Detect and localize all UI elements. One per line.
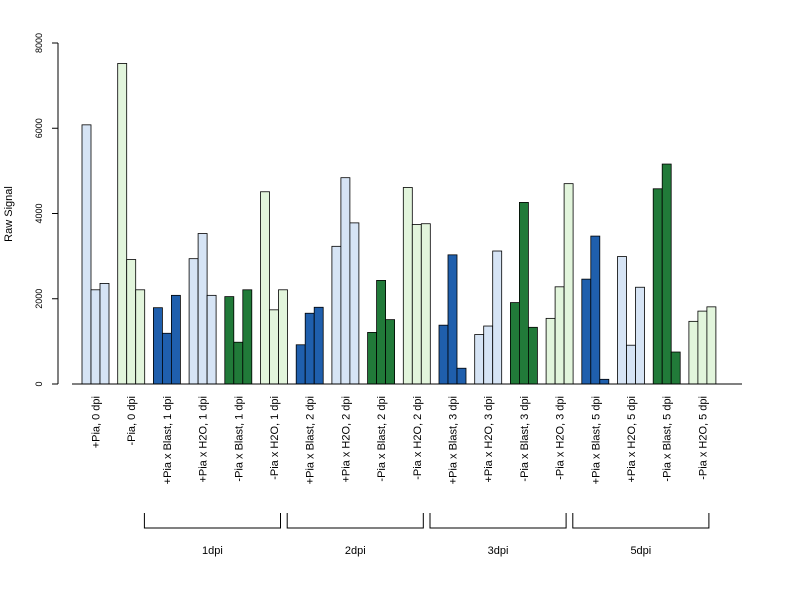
bar xyxy=(411,224,422,385)
bar xyxy=(661,163,672,385)
bar xyxy=(340,177,351,385)
bar xyxy=(652,188,663,385)
y-tick-label: 6000 xyxy=(34,118,44,138)
bar xyxy=(188,258,199,385)
bar xyxy=(233,341,244,385)
x-tick-label: +Pia x H2O, 3 dpi xyxy=(483,396,495,483)
x-tick-label: -Pia x Blast, 3 dpi xyxy=(519,396,531,482)
bar xyxy=(420,223,431,385)
bar xyxy=(626,344,636,385)
bar xyxy=(688,320,699,385)
groups-layer: 1dpi 2dpi 3dpi 5dpi xyxy=(143,513,710,557)
x-tick-label: +Pia x Blast, 2 dpi xyxy=(305,396,317,484)
group-bracket xyxy=(429,513,567,529)
bar xyxy=(81,124,92,385)
bar xyxy=(206,294,217,385)
bar xyxy=(519,202,529,385)
x-tick-label: +Pia x H2O, 1 dpi xyxy=(198,396,210,483)
bar xyxy=(99,283,110,385)
x-tick-label: -Pia, 0 dpi xyxy=(126,396,138,446)
bar xyxy=(635,286,645,385)
group-bracket xyxy=(572,513,710,529)
x-tick-label: +Pia x H2O, 2 dpi xyxy=(340,396,352,483)
x-tick-label: -Pia x Blast, 1 dpi xyxy=(233,396,245,482)
bar xyxy=(447,254,458,385)
bars-layer xyxy=(81,63,717,385)
x-tick-label: -Pia x H2O, 1 dpi xyxy=(269,396,281,480)
bar xyxy=(90,289,101,385)
bar xyxy=(313,306,324,385)
bar xyxy=(367,332,378,385)
bar xyxy=(456,367,467,385)
x-tick-label: -Pia x Blast, 5 dpi xyxy=(662,396,674,482)
bar xyxy=(590,235,601,385)
y-tick-label: 0 xyxy=(34,381,44,386)
x-tick-label: -Pia x H2O, 2 dpi xyxy=(412,396,424,480)
bar xyxy=(170,294,181,385)
bar xyxy=(242,289,253,385)
bar xyxy=(545,317,556,385)
bar xyxy=(474,334,485,385)
x-tick-label: +Pia x Blast, 1 dpi xyxy=(162,396,174,484)
x-tick-label: -Pia x H2O, 3 dpi xyxy=(555,396,567,480)
bar xyxy=(563,183,574,385)
bar xyxy=(224,296,235,385)
bar xyxy=(126,259,137,385)
bar xyxy=(197,233,208,385)
bar xyxy=(278,289,288,385)
labels-layer: +Pia, 0 dpi -Pia, 0 dpi +Pia x Blast, 1 dp… xyxy=(91,396,710,484)
bar xyxy=(260,191,270,385)
x-tick-label: +Pia x H2O, 5 dpi xyxy=(626,396,638,483)
axes-layer: Raw Signal 0 2000 4000 6000 8000 xyxy=(3,33,742,387)
group-label: 1dpi xyxy=(202,545,223,557)
bar xyxy=(304,312,315,385)
x-tick-label: -Pia x H2O, 5 dpi xyxy=(697,396,709,480)
bar xyxy=(483,325,494,385)
y-tick-label: 2000 xyxy=(34,289,44,309)
bar xyxy=(376,280,387,385)
bar xyxy=(697,310,708,385)
bar xyxy=(161,332,172,385)
group-label: 2dpi xyxy=(345,545,366,557)
bar xyxy=(152,307,163,385)
bar xyxy=(617,256,627,385)
bar xyxy=(599,378,610,385)
bar xyxy=(135,289,146,385)
x-tick-label: +Pia x Blast, 3 dpi xyxy=(448,396,460,484)
bar xyxy=(509,302,520,385)
y-axis-label: Raw Signal xyxy=(3,186,15,242)
group-label: 5dpi xyxy=(630,545,651,557)
bar xyxy=(528,326,538,385)
x-tick-label: -Pia x Blast, 2 dpi xyxy=(376,396,388,482)
bar xyxy=(554,286,565,385)
bar xyxy=(295,344,306,385)
bar xyxy=(670,351,681,385)
y-tick-label: 4000 xyxy=(34,203,44,223)
bar xyxy=(385,319,396,385)
bar xyxy=(349,222,360,385)
bar xyxy=(402,187,413,385)
bar xyxy=(331,245,342,385)
y-tick-label: 8000 xyxy=(34,33,44,53)
bar xyxy=(438,324,449,385)
group-bracket xyxy=(286,513,424,529)
bar xyxy=(117,63,128,385)
x-tick-label: +Pia, 0 dpi xyxy=(91,396,103,448)
group-bracket xyxy=(143,513,281,529)
x-tick-label: +Pia x Blast, 5 dpi xyxy=(590,396,602,484)
group-label: 3dpi xyxy=(488,545,509,557)
bar xyxy=(581,278,592,385)
bar xyxy=(269,309,279,385)
bar xyxy=(706,306,717,385)
bar xyxy=(492,250,503,385)
